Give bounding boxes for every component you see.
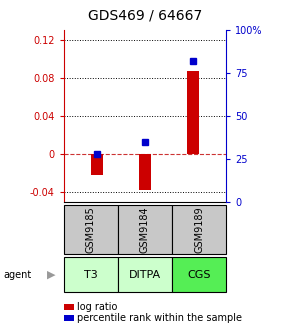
Text: GSM9185: GSM9185 bbox=[86, 206, 96, 253]
Text: GSM9189: GSM9189 bbox=[194, 206, 204, 253]
Text: CGS: CGS bbox=[187, 270, 211, 280]
Bar bbox=[91, 154, 103, 175]
Bar bbox=[139, 154, 151, 190]
Text: T3: T3 bbox=[84, 270, 98, 280]
Text: GDS469 / 64667: GDS469 / 64667 bbox=[88, 8, 202, 23]
Bar bbox=[172, 257, 226, 292]
Bar bbox=[118, 205, 172, 254]
Bar bbox=[172, 205, 226, 254]
Text: agent: agent bbox=[3, 270, 31, 280]
Text: DITPA: DITPA bbox=[129, 270, 161, 280]
Bar bbox=[118, 257, 172, 292]
Text: log ratio: log ratio bbox=[77, 302, 117, 312]
Bar bbox=[64, 257, 118, 292]
Text: ▶: ▶ bbox=[46, 270, 55, 280]
Text: percentile rank within the sample: percentile rank within the sample bbox=[77, 313, 242, 323]
Bar bbox=[187, 71, 199, 154]
Bar bbox=[64, 205, 118, 254]
Text: GSM9184: GSM9184 bbox=[140, 206, 150, 253]
